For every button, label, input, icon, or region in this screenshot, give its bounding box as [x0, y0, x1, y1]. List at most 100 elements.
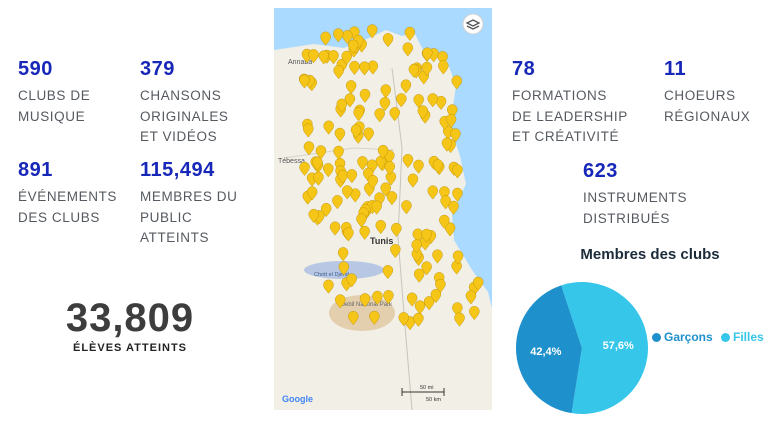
map-pin-icon[interactable]: [451, 75, 462, 90]
map-pin-icon[interactable]: [441, 137, 453, 152]
map-pin-icon[interactable]: [372, 290, 383, 305]
map-pin-icon[interactable]: [375, 220, 386, 235]
map-pin-icon[interactable]: [350, 188, 361, 203]
map-pin-icon[interactable]: [452, 164, 463, 179]
map-pin-icon[interactable]: [413, 159, 424, 174]
map-pin-icon[interactable]: [308, 49, 319, 64]
map-pin-icon[interactable]: [444, 222, 456, 237]
map-pin-icon[interactable]: [452, 250, 464, 265]
map-pin-icon[interactable]: [343, 227, 354, 242]
map-pin-icon[interactable]: [427, 185, 438, 200]
map-pin-icon[interactable]: [337, 169, 349, 184]
map-pin-icon[interactable]: [417, 105, 429, 120]
map-pin-icon[interactable]: [383, 290, 394, 305]
map-pin-icon[interactable]: [402, 42, 414, 57]
map-pin-icon[interactable]: [346, 169, 358, 184]
map-pin-icon[interactable]: [379, 97, 391, 112]
map-pin-icon[interactable]: [367, 175, 379, 189]
map-pin-icon[interactable]: [389, 107, 400, 122]
map-pin-icon[interactable]: [299, 74, 310, 89]
map-pin-icon[interactable]: [348, 311, 359, 326]
layers-button[interactable]: [462, 13, 484, 35]
map-pin-icon[interactable]: [374, 108, 385, 123]
map-pin-icon[interactable]: [401, 200, 412, 215]
map-pin-icon[interactable]: [342, 185, 353, 200]
map-pin-icon[interactable]: [465, 290, 477, 305]
map-pin-icon[interactable]: [400, 79, 412, 94]
map-pin-icon[interactable]: [414, 268, 425, 283]
map-pin-icon[interactable]: [337, 247, 349, 262]
map-pin-icon[interactable]: [384, 161, 395, 176]
map-pin-icon[interactable]: [452, 187, 463, 202]
map-pin-icon[interactable]: [382, 265, 394, 280]
map-pin-icon[interactable]: [332, 195, 343, 210]
map-pin-icon[interactable]: [329, 221, 341, 236]
map-pin-icon[interactable]: [359, 293, 371, 308]
map-pin-icon[interactable]: [342, 30, 353, 45]
map-pin-icon[interactable]: [421, 261, 432, 276]
map-pin-icon[interactable]: [323, 120, 334, 135]
map-pin-icon[interactable]: [321, 203, 332, 218]
map-pin-icon[interactable]: [423, 296, 435, 311]
map-pin-icon[interactable]: [359, 225, 370, 240]
map-pin-icon[interactable]: [333, 65, 344, 80]
map-pin-icon[interactable]: [336, 98, 347, 113]
map-pin-icon[interactable]: [413, 94, 424, 109]
map-pin-icon[interactable]: [391, 222, 402, 237]
map-pin-icon[interactable]: [320, 31, 331, 46]
map-pin-icon[interactable]: [357, 156, 368, 171]
map-pin-icon[interactable]: [341, 50, 352, 65]
map-pin-icon[interactable]: [398, 312, 409, 327]
map-pin-icon[interactable]: [346, 273, 357, 288]
map-pin-icon[interactable]: [333, 145, 344, 160]
map-pin-icon[interactable]: [306, 186, 318, 201]
map-pin-icon[interactable]: [439, 214, 450, 229]
map-pin-icon[interactable]: [333, 28, 344, 43]
map-pin-icon[interactable]: [308, 209, 319, 223]
map-pin-icon[interactable]: [348, 39, 359, 54]
map-pin-icon[interactable]: [432, 249, 443, 264]
map-pin-icon[interactable]: [363, 127, 374, 142]
map-pin-icon[interactable]: [472, 276, 484, 291]
map-pin-icon[interactable]: [454, 312, 465, 327]
map-pin-icon[interactable]: [353, 107, 364, 122]
map-pin-icon[interactable]: [349, 60, 360, 75]
map-pin-icon[interactable]: [413, 312, 424, 327]
map-pin-icon[interactable]: [328, 50, 339, 65]
map-pin-icon[interactable]: [407, 173, 419, 188]
map-pin-icon[interactable]: [448, 200, 459, 215]
map-pin-icon[interactable]: [411, 239, 422, 254]
map-pin-icon[interactable]: [438, 60, 449, 75]
map-pin-icon[interactable]: [313, 171, 324, 186]
map-pin-icon[interactable]: [386, 191, 398, 206]
map-pin-icon[interactable]: [323, 279, 334, 294]
map-pin-icon[interactable]: [435, 278, 446, 293]
map-pin-icon[interactable]: [350, 124, 362, 139]
map-pin-icon[interactable]: [303, 141, 315, 156]
map-pin-icon[interactable]: [422, 47, 433, 62]
map-pin-icon[interactable]: [303, 123, 314, 138]
map-pin-icon[interactable]: [408, 63, 420, 78]
map-pin-icon[interactable]: [396, 93, 407, 108]
map-pin-icon[interactable]: [414, 300, 426, 315]
map-pin-icon[interactable]: [338, 261, 350, 276]
tunisia-map[interactable]: Annaba Tébessa Tunis Chott el Djerid Jeb…: [274, 8, 492, 410]
map-pin-icon[interactable]: [312, 156, 323, 171]
map-pin-icon[interactable]: [334, 127, 346, 142]
map-pin-icon[interactable]: [432, 159, 444, 174]
map-pin-icon[interactable]: [382, 33, 394, 48]
map-pin-icon[interactable]: [450, 128, 461, 143]
map-pin-icon[interactable]: [427, 93, 438, 108]
map-pin-icon[interactable]: [318, 50, 330, 65]
map-pin-icon[interactable]: [412, 228, 423, 243]
map-pin-icon[interactable]: [356, 213, 367, 228]
map-pin-icon[interactable]: [435, 95, 447, 110]
map-pin-icon[interactable]: [440, 195, 451, 210]
map-pin-icon[interactable]: [345, 80, 357, 95]
map-pin-icon[interactable]: [390, 244, 401, 259]
map-pin-icon[interactable]: [380, 182, 391, 197]
map-pin-icon[interactable]: [377, 144, 389, 159]
map-pin-icon[interactable]: [430, 289, 442, 304]
map-pin-icon[interactable]: [445, 114, 457, 128]
map-pin-icon[interactable]: [371, 200, 382, 215]
